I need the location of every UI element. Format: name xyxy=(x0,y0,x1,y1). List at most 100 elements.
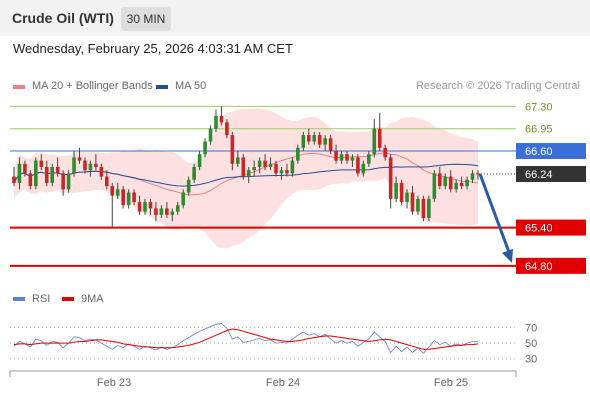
rsi-legend-swatch xyxy=(13,297,25,301)
level-66-24-label: 66.24 xyxy=(525,169,553,181)
candle-body xyxy=(66,173,71,190)
level-66-60-label: 66.60 xyxy=(525,146,553,158)
candle-body xyxy=(257,160,262,167)
candle-body xyxy=(454,182,458,190)
candle-body xyxy=(296,147,300,161)
ma9-legend-swatch xyxy=(62,297,74,301)
candle-body xyxy=(317,135,322,145)
candle-body xyxy=(186,179,191,193)
x-tick-feb-25: Feb 25 xyxy=(434,377,468,389)
candle-body xyxy=(410,192,415,212)
candle-body xyxy=(476,173,480,175)
candle-body xyxy=(225,122,229,136)
candle-body xyxy=(192,166,196,180)
ma20-legend-label: MA 20 + Bollinger Bands xyxy=(32,80,153,92)
candle-body xyxy=(356,157,360,174)
rsi-tick-50: 50 xyxy=(525,338,537,350)
candle-body xyxy=(175,205,180,212)
candle-body xyxy=(12,176,16,183)
candle-body xyxy=(34,160,38,187)
level-64-80-label: 64.80 xyxy=(525,261,553,273)
candle-body xyxy=(448,176,453,190)
candle-body xyxy=(83,160,87,171)
candle-body xyxy=(170,211,175,215)
candle-body xyxy=(88,163,93,171)
candle-body xyxy=(263,160,267,167)
datetime-label: Wednesday, February 25, 2026 4:03:31 AM … xyxy=(13,41,293,56)
ma50-line xyxy=(13,163,479,187)
ma20-legend-swatch xyxy=(13,85,25,89)
level-67-30-label: 67.30 xyxy=(525,101,553,113)
rsi-tick-30: 30 xyxy=(525,354,537,366)
candle-body xyxy=(132,192,136,203)
ma50-legend-label: MA 50 xyxy=(175,80,207,92)
level-65-40-label: 65.40 xyxy=(525,223,553,235)
candle-body xyxy=(312,135,317,142)
rsi-legend-label: RSI xyxy=(32,293,50,305)
x-tick-feb-24: Feb 24 xyxy=(266,377,300,389)
candle-body xyxy=(290,160,295,174)
candle-body xyxy=(181,192,186,206)
candle-body xyxy=(197,154,202,167)
candle-body xyxy=(252,166,256,171)
candle-body xyxy=(274,163,278,174)
candle-body xyxy=(154,208,158,215)
candle-body xyxy=(367,154,371,164)
candle-body xyxy=(61,173,65,190)
candle-body xyxy=(230,135,235,164)
candle-body xyxy=(399,182,404,203)
candle-body xyxy=(208,128,213,142)
candle-body xyxy=(339,154,344,161)
candle-body xyxy=(377,128,382,148)
candle-body xyxy=(246,170,251,177)
forecast-arrow-shaft xyxy=(478,173,512,256)
timeframe-badge[interactable]: 30 MIN xyxy=(121,7,171,31)
candle-body xyxy=(121,189,125,206)
forecast-arrow-head xyxy=(502,248,513,263)
candle-body xyxy=(301,135,306,148)
candle-body xyxy=(44,166,49,183)
candle-body xyxy=(334,151,338,161)
rsi-line xyxy=(13,323,478,354)
candle-body xyxy=(437,173,442,187)
candle-body xyxy=(17,163,22,183)
candle-body xyxy=(383,147,387,158)
level-66-60-tag xyxy=(516,143,586,160)
candle-body xyxy=(279,170,284,174)
candle-body xyxy=(268,163,273,167)
candle-body xyxy=(115,189,120,196)
credit-text: Research © 2026 Trading Central xyxy=(415,80,580,92)
candle-body xyxy=(203,141,207,155)
candle-body xyxy=(306,135,311,142)
candle-body xyxy=(285,170,289,174)
rsi-tick-70: 70 xyxy=(525,322,537,334)
candle-body xyxy=(345,154,349,161)
header-bar: Crude Oil (WTI) 30 MIN xyxy=(0,0,590,36)
candle-body xyxy=(328,138,333,152)
candle-body xyxy=(323,138,327,145)
candle-body xyxy=(77,157,82,161)
candle-body xyxy=(72,157,76,174)
candle-body xyxy=(50,166,55,183)
level-64-80-tag xyxy=(516,257,586,274)
candle-body xyxy=(94,163,98,167)
candle-body xyxy=(219,115,224,123)
candle-body xyxy=(241,157,246,177)
ma50-legend-swatch xyxy=(156,85,168,89)
candle-body xyxy=(165,208,169,215)
candle-body xyxy=(236,157,240,164)
candle-body xyxy=(470,173,475,180)
x-tick-feb-23: Feb 23 xyxy=(97,377,131,389)
candle-body xyxy=(427,198,431,219)
candle-body xyxy=(350,157,355,161)
candle-body xyxy=(432,173,437,199)
candle-body xyxy=(137,202,142,212)
ma9-legend-label: 9MA xyxy=(81,293,104,305)
candle-body xyxy=(372,128,377,155)
candle-body xyxy=(159,208,164,215)
candle-body xyxy=(416,198,420,212)
candle-body xyxy=(148,202,153,209)
candle-body xyxy=(459,182,464,187)
rsi-ma9-line xyxy=(13,328,479,350)
